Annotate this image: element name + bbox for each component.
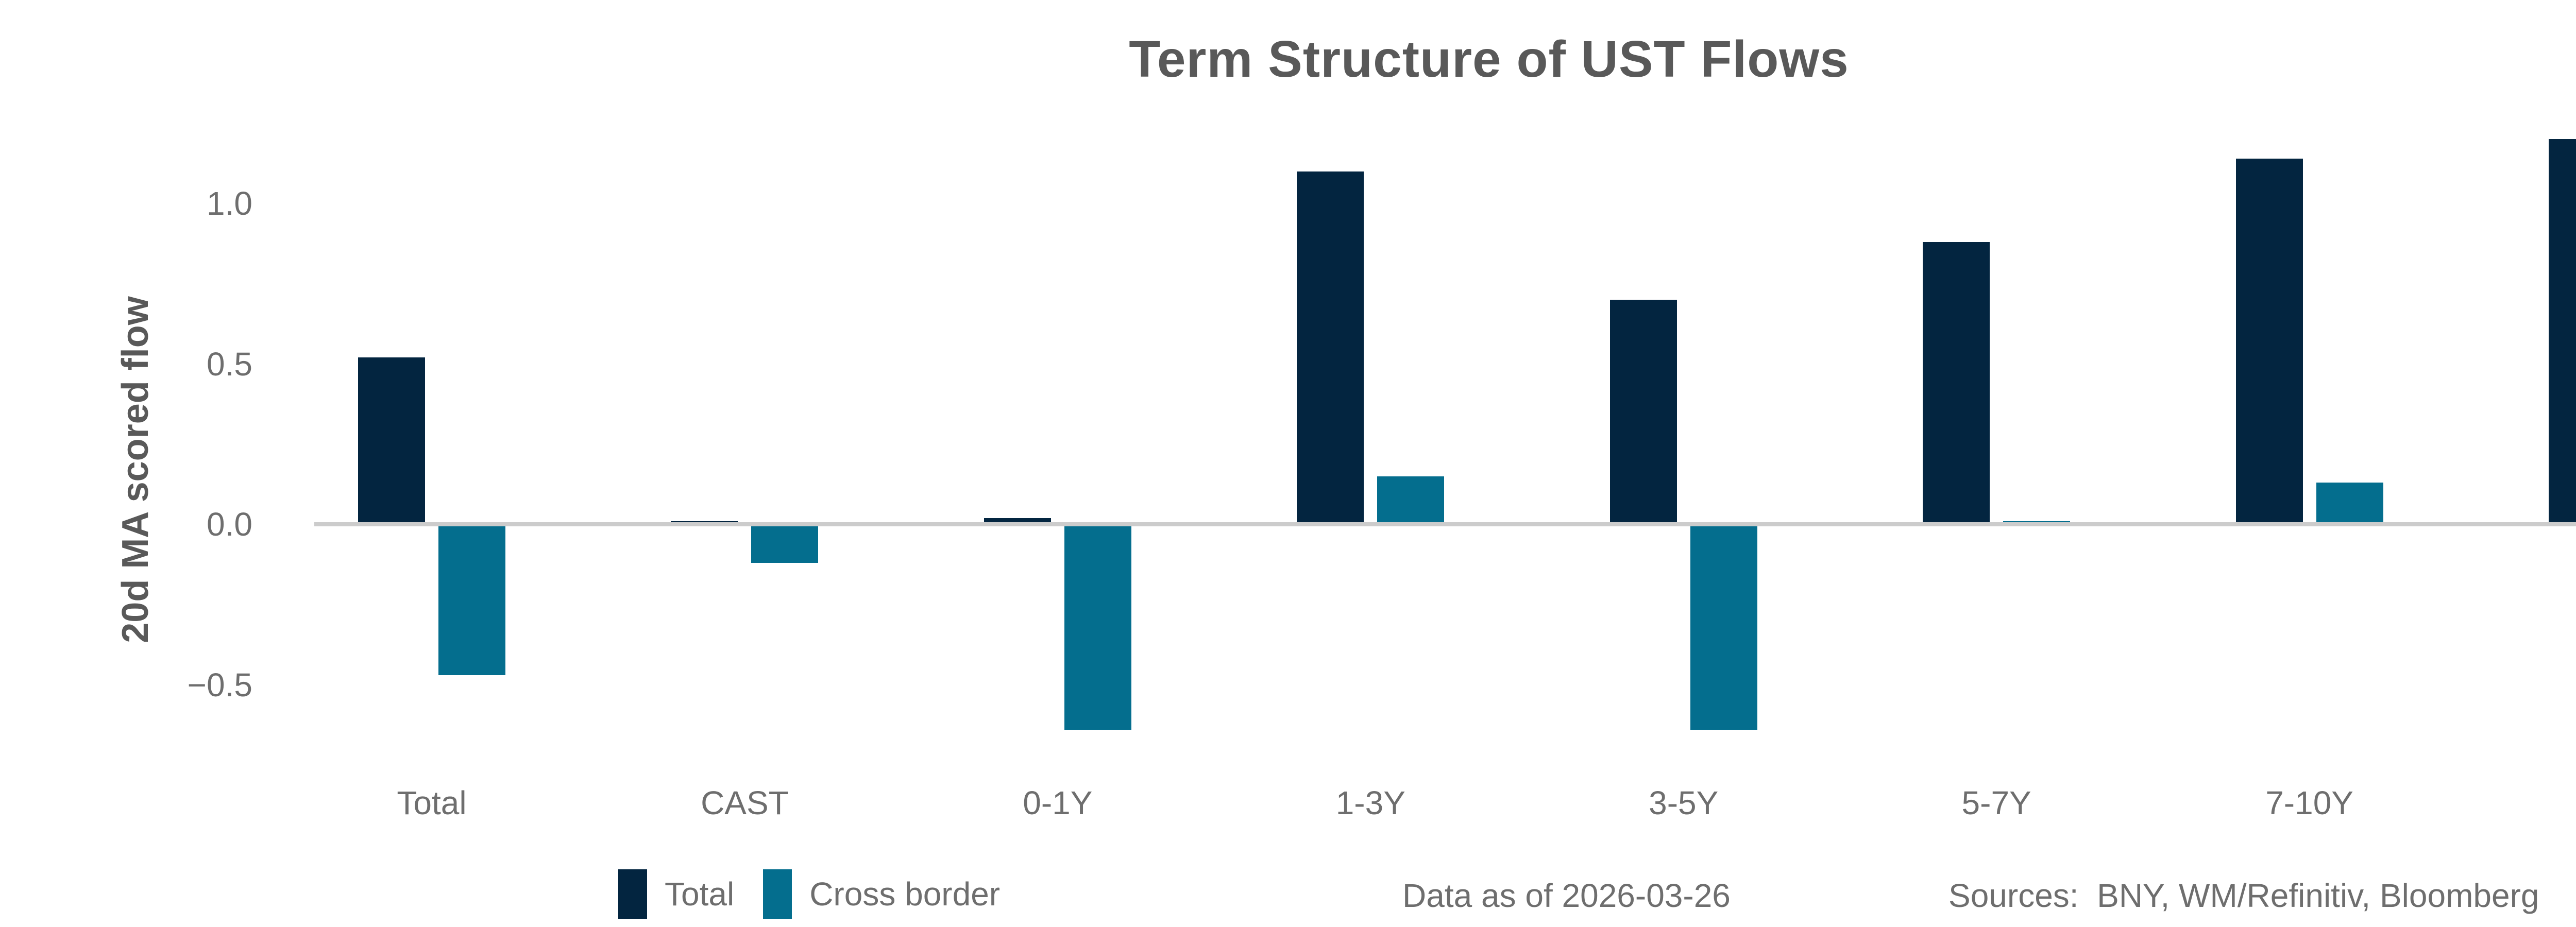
bar-total-5-7y	[1923, 242, 1990, 522]
x-tick-label-3-5y: 3-5Y	[1649, 784, 1719, 821]
bar-cross-border-5-7y	[2003, 521, 2071, 522]
caption-row: Total Cross border Data as of 2026-03-26 …	[0, 869, 2576, 926]
legend-label: Total	[665, 876, 735, 913]
legend-label: Cross border	[809, 876, 1001, 913]
bar-total-3-5y	[1609, 300, 1677, 522]
sources-text: Sources: BNY, WM/Refinitiv, Bloomberg	[1948, 877, 2539, 914]
bar-total-cast	[671, 521, 738, 522]
x-tick-label-5-7y: 5-7Y	[1961, 784, 2031, 821]
x-tick-label-10+y: 10+Y	[2494, 784, 2576, 822]
x-tick-label-total: Total	[397, 784, 467, 821]
x-tick-label-0-1y: 0-1Y	[1023, 784, 1093, 821]
bar-total-1-3y	[1297, 171, 1364, 522]
bar-cross-border-1-3y	[1377, 476, 1445, 522]
y-tick-label: 0.0	[207, 506, 252, 543]
bar-total-total	[358, 357, 425, 522]
bar-cross-border-cast	[751, 526, 819, 563]
bar-total-0-1y	[984, 518, 1051, 522]
bar-cross-border-3-5y	[1690, 526, 1757, 730]
y-tick-label: −0.5	[187, 666, 252, 703]
page-title: Term Structure of UST Flows	[1129, 30, 1849, 88]
legend-item-cross-border: Cross border	[763, 869, 1000, 919]
legend-swatch-cross-border	[763, 869, 792, 919]
bar-total-10+y	[2549, 139, 2576, 522]
bar-cross-border-7-10y	[2316, 483, 2383, 522]
bar-total-7-10y	[2235, 159, 2303, 522]
x-tick-label-1-3y: 1-3Y	[1335, 784, 1405, 821]
y-tick-label: 0.5	[207, 345, 252, 383]
bar-cross-border-total	[438, 526, 505, 675]
x-tick-label-cast: CAST	[701, 784, 789, 821]
y-tick-label: 1.0	[207, 185, 252, 222]
zero-baseline	[314, 522, 2576, 526]
legend-item-total: Total	[618, 869, 734, 919]
x-tick-label-7-10y: 7-10Y	[2265, 784, 2353, 821]
bar-cross-border-0-1y	[1064, 526, 1131, 730]
legend-swatch-total	[618, 869, 647, 919]
data-as-of-text: Data as of 2026-03-26	[1402, 877, 1731, 914]
legend: Total Cross border	[618, 869, 1000, 919]
